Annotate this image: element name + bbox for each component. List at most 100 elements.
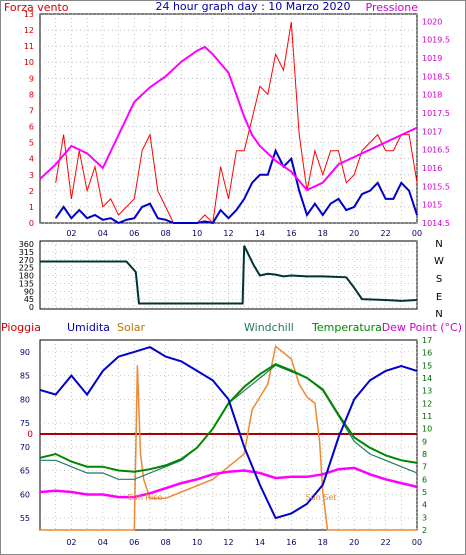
y-tick-label: 13 bbox=[422, 387, 432, 396]
dewpoint-label: Dew Point (°C) bbox=[382, 321, 462, 334]
y-tick-label: 1015 bbox=[422, 201, 442, 210]
plot-grid bbox=[40, 241, 418, 309]
y-tick-label: 1 bbox=[29, 203, 34, 212]
chart-title: 24 hour graph day : 10 Marzo 2020 bbox=[155, 0, 350, 13]
y-tick-label: 1015.5 bbox=[422, 182, 450, 191]
compass-label: N bbox=[435, 309, 442, 320]
y-tick-label: 16 bbox=[422, 349, 432, 358]
solar-label: Solar bbox=[117, 321, 146, 334]
x-tick-label: 14 bbox=[255, 538, 265, 547]
y-tick-label: 2 bbox=[29, 187, 34, 196]
x-tick-label: 10 bbox=[192, 538, 202, 547]
y-tick-label: 65 bbox=[20, 467, 30, 476]
y-tick-label: 0 bbox=[29, 219, 34, 228]
x-tick-label: 10 bbox=[192, 229, 202, 238]
y-tick-label: 9 bbox=[29, 74, 34, 83]
y-tick-label: 1016.5 bbox=[422, 146, 450, 155]
y-tick-label: 8 bbox=[422, 450, 427, 459]
y-tick-label: 55 bbox=[20, 514, 30, 523]
y-axis-left-ticks: 55 60 65 70 75 80 85 90 bbox=[20, 348, 30, 523]
x-tick-label: 16 bbox=[286, 229, 296, 238]
y-tick-label: 5 bbox=[29, 139, 34, 148]
x-tick-label: 20 bbox=[349, 538, 359, 547]
y-tick-label: 6 bbox=[422, 475, 427, 484]
x-tick-label: 22 bbox=[380, 229, 390, 238]
y-tick-label: 90 bbox=[20, 348, 30, 357]
x-tick-label: 12 bbox=[223, 229, 233, 238]
y-tick-label: 1016 bbox=[422, 164, 442, 173]
compass-label: N bbox=[435, 239, 442, 250]
y-tick-label: 7 bbox=[29, 106, 34, 115]
y-tick-label: 10 bbox=[422, 425, 432, 434]
y-tick-label: 12 bbox=[422, 399, 432, 408]
y-tick-label: 90 bbox=[24, 287, 34, 296]
x-tick-label: 20 bbox=[349, 229, 359, 238]
windchill-label: Windchill bbox=[244, 321, 294, 334]
rain-zero-label: 0 bbox=[27, 430, 33, 440]
y-tick-label: 1017.5 bbox=[422, 109, 450, 118]
y-tick-label: 1018 bbox=[422, 91, 442, 100]
y-tick-label: 1020 bbox=[422, 17, 442, 26]
y-tick-label: 4 bbox=[422, 501, 427, 510]
y-tick-label: 315 bbox=[19, 248, 34, 257]
solar-line bbox=[40, 344, 417, 531]
y-tick-label: 1017 bbox=[422, 127, 442, 136]
compass-label: W bbox=[434, 256, 444, 267]
x-tick-label: 08 bbox=[161, 538, 171, 547]
temperature-label: Temperatura bbox=[311, 321, 382, 334]
rain-label: Pioggia bbox=[1, 321, 41, 334]
y-tick-label: 9 bbox=[422, 437, 427, 446]
y-tick-label: 11 bbox=[24, 42, 34, 51]
compass-label: E bbox=[436, 292, 442, 303]
wind-average-line bbox=[54, 148, 418, 225]
y-tick-label: 4 bbox=[29, 155, 34, 164]
temp-panel-header: Pioggia Umidita Solar Windchill Temperat… bbox=[1, 321, 462, 334]
y-tick-label: 45 bbox=[24, 295, 34, 304]
pressure-line bbox=[39, 45, 418, 192]
y-tick-label: 6 bbox=[29, 123, 34, 132]
y-tick-label: 11 bbox=[422, 412, 432, 421]
x-tick-label: 06 bbox=[129, 538, 139, 547]
temperature-humidity-panel: 55 60 65 70 75 80 85 90 2 3 4 5 6 7 8 9 10 11 12 13 14 15 16 1… bbox=[20, 336, 432, 547]
x-tick-label: 02 bbox=[66, 229, 76, 238]
x-tick-label: 02 bbox=[66, 538, 76, 547]
x-tick-label: 00 bbox=[412, 538, 422, 547]
x-tick-label: 04 bbox=[98, 538, 108, 547]
y-tick-label: 70 bbox=[20, 443, 30, 452]
humidity-line bbox=[39, 346, 418, 520]
y-tick-label: 7 bbox=[422, 463, 427, 472]
plot-area bbox=[39, 240, 418, 310]
humidity-label: Umidita bbox=[67, 321, 110, 334]
x-tick-label: 22 bbox=[380, 538, 390, 547]
y-tick-label: 60 bbox=[20, 490, 30, 499]
y-tick-label: 85 bbox=[20, 372, 30, 381]
x-tick-label: 12 bbox=[223, 538, 233, 547]
y-tick-label: 14 bbox=[422, 374, 432, 383]
x-tick-label: 16 bbox=[286, 538, 296, 547]
x-tick-label: 14 bbox=[255, 229, 265, 238]
y-tick-label: 2 bbox=[422, 526, 427, 535]
sunset-label: Sun Set bbox=[306, 493, 337, 502]
y-tick-label: 3 bbox=[29, 171, 34, 180]
y-tick-label: 1014.5 bbox=[422, 219, 450, 228]
y-tick-label: 3 bbox=[422, 513, 427, 522]
y-tick-label: 75 bbox=[20, 419, 30, 428]
x-tick-label: 00 bbox=[412, 229, 422, 238]
y-tick-label: 270 bbox=[19, 256, 34, 265]
compass-label: S bbox=[436, 274, 442, 285]
x-tick-label: 04 bbox=[98, 229, 108, 238]
y-tick-label: 10 bbox=[24, 58, 34, 67]
y-tick-label: 225 bbox=[19, 264, 34, 273]
x-axis-ticks: 02 04 06 08 10 12 14 16 18 20 22 00 bbox=[66, 538, 422, 547]
wind-gust-line bbox=[55, 21, 418, 225]
x-tick-label: 18 bbox=[318, 229, 328, 238]
sunrise-label: Sun Rise bbox=[128, 493, 163, 502]
y-axis-right-ticks: 1014.5 1015 1015.5 1016 1016.5 1017 1017.5 1018… bbox=[422, 17, 450, 228]
y-tick-label: 13 bbox=[24, 10, 34, 19]
